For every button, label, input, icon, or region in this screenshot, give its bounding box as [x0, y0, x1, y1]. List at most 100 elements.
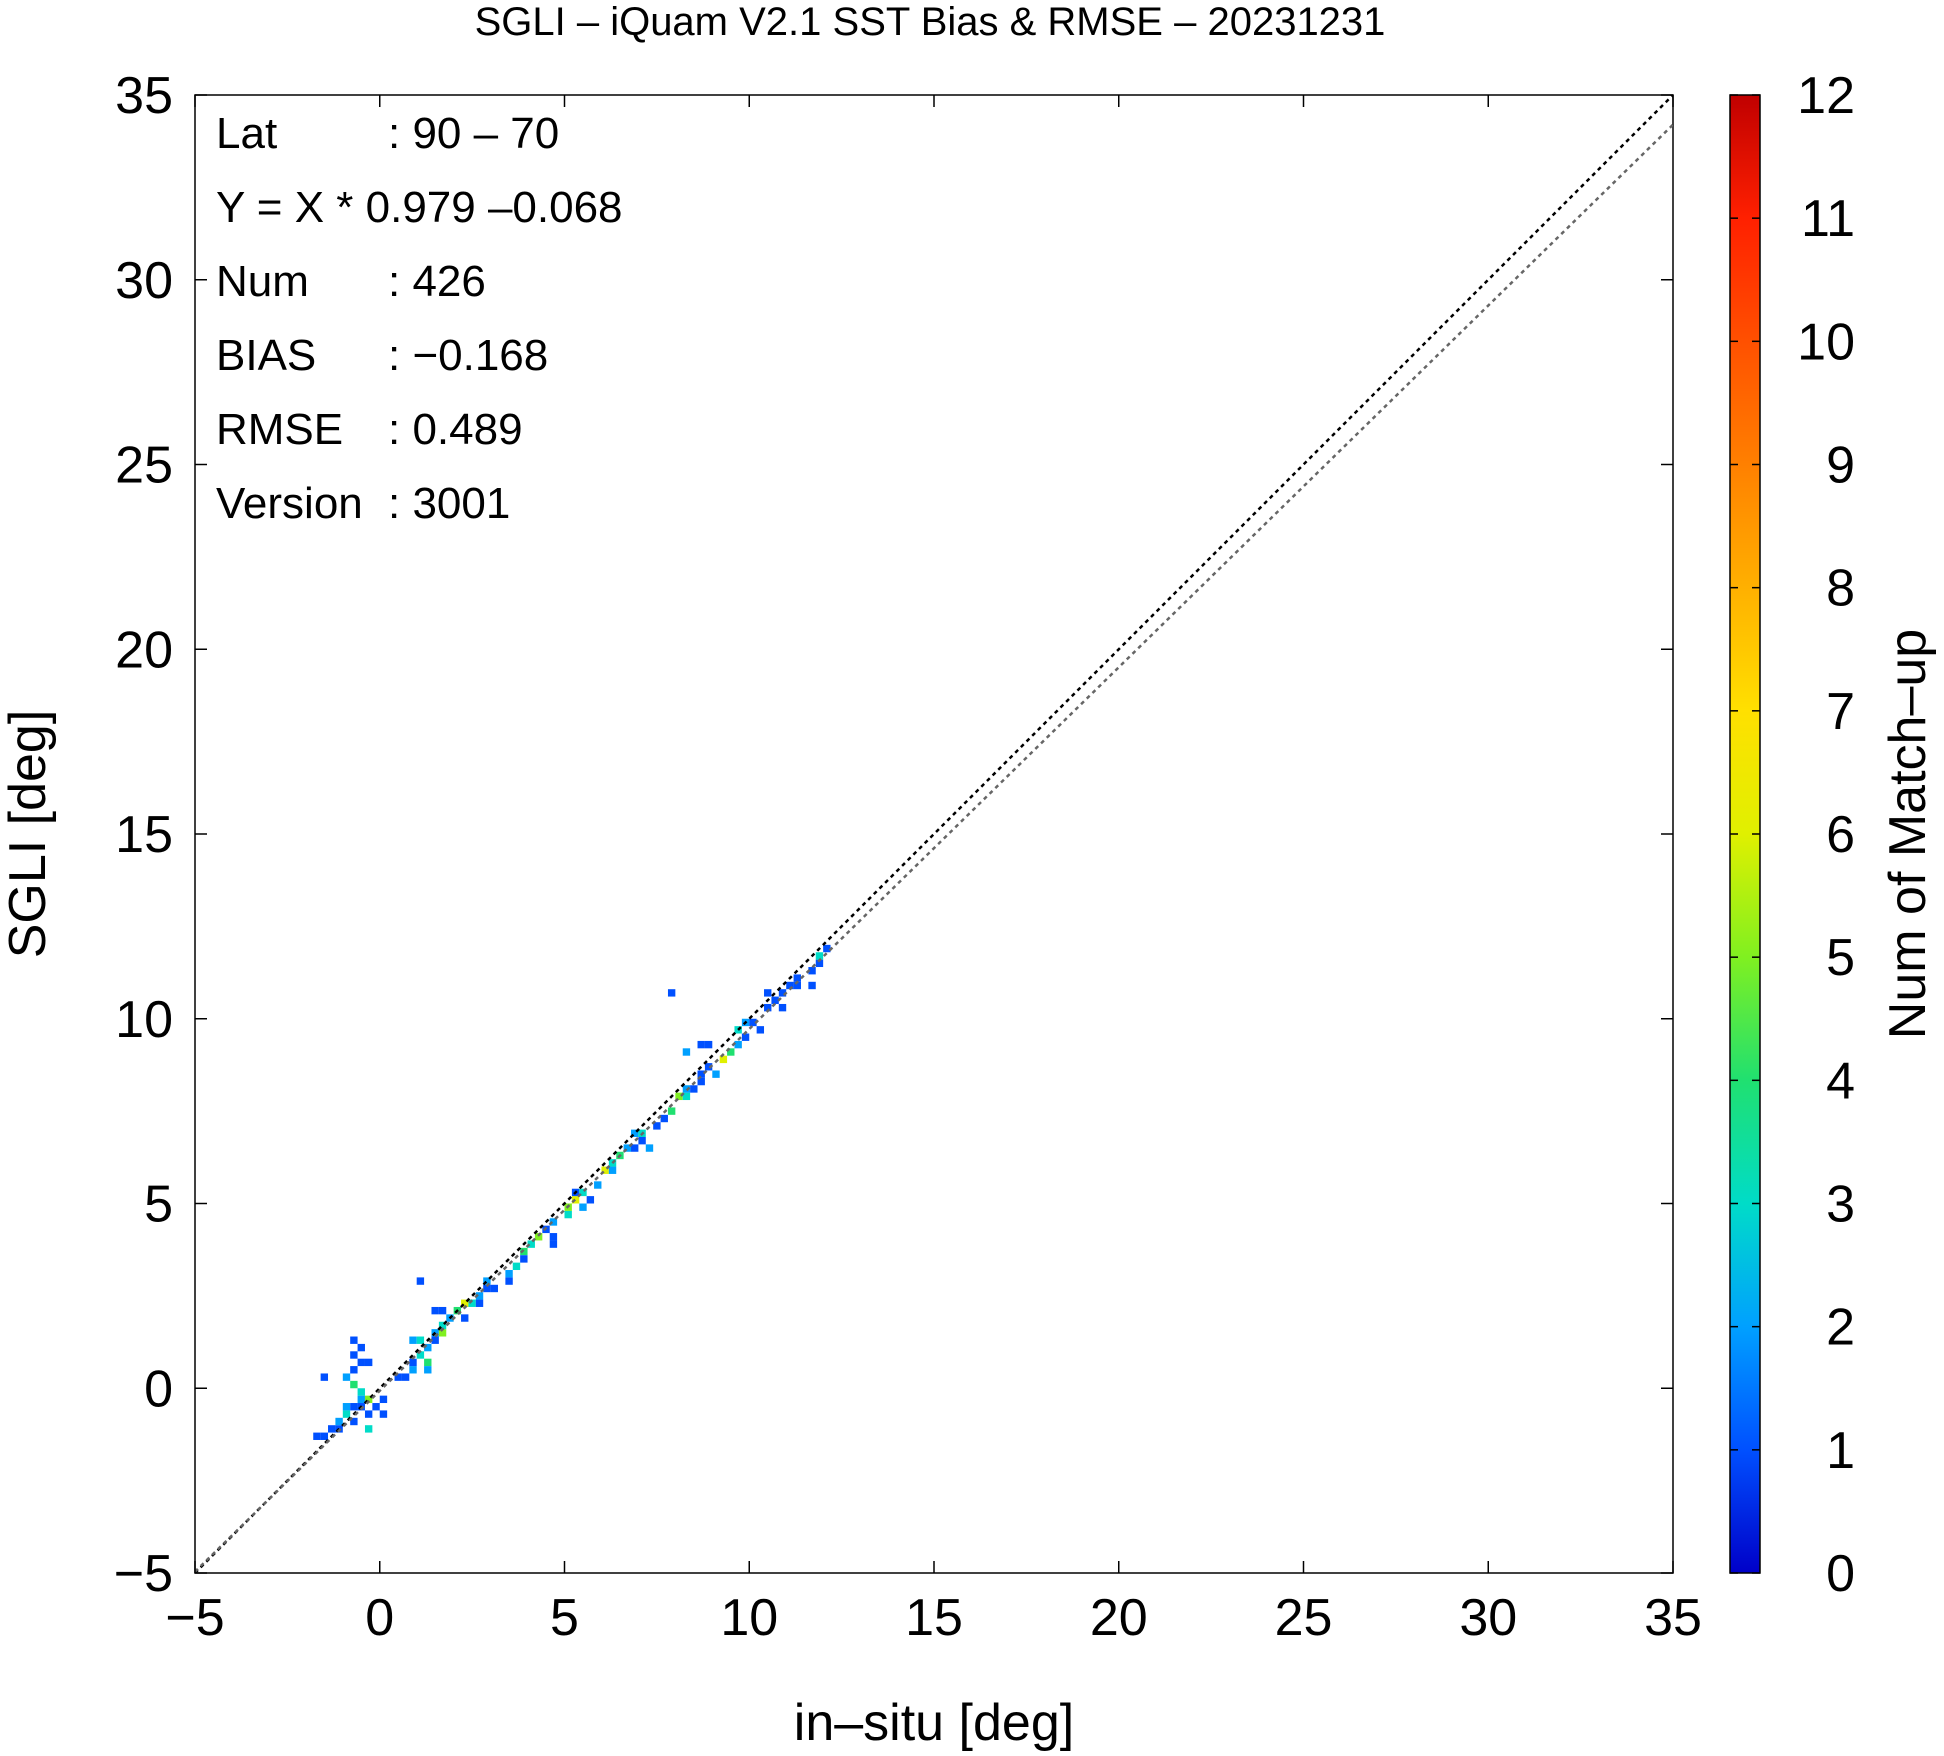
y-tick-label: 0 [144, 1360, 173, 1418]
density-cell [741, 1033, 750, 1041]
density-cell [461, 1314, 469, 1322]
y-tick-label: 15 [115, 806, 173, 864]
x-axis-label: in–situ [deg] [794, 1694, 1074, 1752]
density-cell [749, 1018, 757, 1027]
density-cell [483, 1277, 491, 1285]
colorbar-label: Num of Match–up [1879, 629, 1937, 1039]
stat-label: Y = X * 0.979 –0.068 [216, 183, 623, 232]
density-cell [342, 1410, 351, 1418]
density-cell [527, 1240, 535, 1248]
density-cell [350, 1336, 358, 1344]
y-tick-label: 25 [115, 437, 173, 495]
density-cell [667, 1107, 676, 1115]
stat-value: : 0.489 [388, 405, 523, 454]
density-cell [764, 989, 772, 997]
y-axis-label: SGLI [deg] [0, 710, 57, 959]
density-cell [682, 1092, 691, 1101]
colorbar-tick-label: 10 [1797, 313, 1855, 371]
x-axis-ticks: −5 0 5 10 15 20 25 30 35 [165, 95, 1702, 1647]
density-cell [335, 1417, 343, 1426]
y-tick-label: 10 [115, 991, 173, 1049]
colorbar-tick-label: 9 [1826, 437, 1855, 495]
density-cell [660, 1114, 668, 1123]
density-cell [815, 952, 824, 960]
colorbar-tick-label: 5 [1826, 929, 1855, 987]
density-cell [771, 996, 779, 1004]
density-cell [357, 1358, 365, 1367]
density-cell [416, 1351, 425, 1359]
density-cell [653, 1122, 661, 1130]
x-tick-label: −5 [165, 1589, 224, 1647]
density-cell [727, 1048, 735, 1056]
density-cell [505, 1277, 513, 1285]
density-cell [431, 1306, 439, 1315]
density-cell [623, 1144, 632, 1152]
colorbar-tick-label: 4 [1826, 1052, 1855, 1110]
density-cell [490, 1284, 498, 1293]
density-cell [631, 1129, 639, 1137]
density-cell [424, 1366, 432, 1374]
colorbar-tick-label: 12 [1797, 67, 1855, 125]
x-tick-label: 10 [720, 1589, 778, 1647]
density-cell [424, 1358, 432, 1367]
density-cell [364, 1425, 373, 1433]
colorbar-tick-label: 2 [1826, 1299, 1855, 1357]
density-cell [549, 1233, 558, 1241]
density-cell [461, 1299, 469, 1307]
density-cell [438, 1329, 447, 1337]
density-cell [586, 1196, 595, 1204]
density-cell [690, 1085, 698, 1093]
x-tick-label: 20 [1090, 1589, 1148, 1647]
statistics-box: Lat: 90 – 70 Y = X * 0.979 –0.068 Num: 426… [216, 109, 623, 528]
density-cell [342, 1373, 351, 1381]
density-cell [313, 1432, 321, 1440]
stat-value: : 90 – 70 [388, 109, 559, 158]
density-cell [372, 1403, 380, 1411]
x-tick-label: 0 [365, 1589, 394, 1647]
density-cell [823, 944, 831, 953]
density-cell [357, 1343, 365, 1352]
chart-title: SGLI – iQuam V2.1 SST Bias & RMSE – 2023… [475, 0, 1386, 44]
density-cell [808, 967, 816, 975]
density-cell [719, 1055, 728, 1064]
density-cell [594, 1181, 602, 1189]
density-cell [764, 1003, 772, 1012]
density-cell [475, 1299, 484, 1307]
density-cell [778, 989, 787, 997]
density-cell [350, 1417, 358, 1426]
x-tick-label: 35 [1644, 1589, 1702, 1647]
density-cell [786, 981, 794, 990]
colorbar-tick-label: 11 [1801, 190, 1855, 248]
density-cell [667, 989, 676, 997]
stat-label: Num [216, 257, 309, 306]
stat-value: : 426 [388, 257, 486, 306]
density-cell [579, 1203, 587, 1211]
density-cell [534, 1233, 543, 1241]
x-tick-label: 30 [1459, 1589, 1517, 1647]
density-cell [409, 1366, 417, 1374]
density-cell [793, 981, 801, 990]
density-cell [357, 1395, 365, 1404]
density-cell [549, 1218, 558, 1226]
density-cell [364, 1358, 373, 1367]
density-cell [704, 1063, 713, 1071]
density-cell [815, 959, 824, 968]
reference-lines [195, 95, 1673, 1573]
density-cell [704, 1040, 713, 1049]
regression-line [195, 123, 1673, 1573]
density-cell [608, 1166, 617, 1174]
density-cell [564, 1210, 572, 1219]
density-cell [520, 1247, 528, 1256]
density-cell [645, 1144, 654, 1152]
density-cell [756, 1026, 765, 1034]
density-cell [468, 1299, 476, 1307]
density-cell [571, 1196, 580, 1204]
density-cell [350, 1351, 358, 1359]
density-cell [342, 1403, 351, 1411]
density-cell [505, 1270, 513, 1278]
density-cell [416, 1277, 425, 1285]
y-tick-label: 20 [115, 621, 173, 679]
colorbar-tick-label: 6 [1826, 806, 1855, 864]
density-cell [549, 1240, 558, 1248]
